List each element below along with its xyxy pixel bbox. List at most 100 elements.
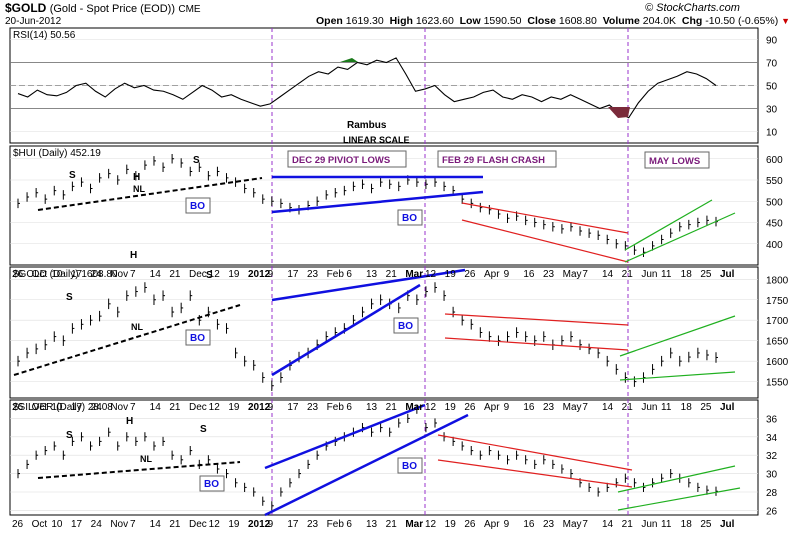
x-tick-label: 18 — [681, 402, 693, 413]
bo-label: BO — [398, 321, 413, 332]
x-tick-label: 21 — [622, 269, 634, 280]
x-tick-label: Apr — [484, 402, 500, 413]
y-tick-label: 26 — [766, 506, 778, 517]
bo-box — [199, 475, 225, 492]
x-tick-label: Dec — [189, 519, 207, 530]
x-tick-label: 23 — [307, 519, 319, 530]
x-tick-label: 16 — [523, 269, 535, 280]
x-tick-label: 9 — [504, 402, 510, 413]
chart-title: $GOLD (Gold - Spot Price (EOD)) CME — [5, 1, 201, 15]
rsi-overbought-fill — [340, 58, 358, 62]
x-tick-label: 18 — [681, 269, 693, 280]
x-tick-label: 9 — [268, 519, 274, 530]
x-tick-label: 17 — [71, 402, 83, 413]
x-tick-label: 9 — [268, 269, 274, 280]
close-value: 1608.80 — [558, 15, 597, 27]
bo-label: BO — [190, 333, 205, 344]
silver-red-bottom — [437, 459, 633, 488]
chg-value: -10.50 (-0.65%) — [705, 15, 779, 27]
x-tick-label: Dec — [189, 402, 207, 413]
x-tick-label: 14 — [150, 402, 162, 413]
y-tick-label: 90 — [766, 36, 778, 47]
h-label: H — [133, 172, 140, 183]
x-tick-label: Feb — [327, 519, 345, 530]
x-tick-label: 10 — [51, 269, 63, 280]
x-tick-label: 19 — [445, 519, 457, 530]
y-tick-label: 34 — [766, 433, 778, 444]
x-tick-label: 6 — [346, 519, 352, 530]
high-value: 1623.60 — [415, 15, 454, 27]
x-tick-label: Apr — [484, 269, 500, 280]
x-tick-label: 19 — [445, 269, 457, 280]
date-text: 20-Jun-2012 — [5, 16, 62, 27]
x-tick-label: 21 — [622, 519, 634, 530]
brand-text: © StockCharts.com — [645, 2, 740, 14]
y-tick-label: 550 — [766, 176, 783, 187]
x-tick-label: Jul — [720, 402, 735, 413]
x-tick-label: 6 — [346, 402, 352, 413]
s-label: S — [69, 170, 76, 181]
bo-callout: BO — [185, 197, 211, 214]
event-box — [644, 151, 710, 169]
x-tick-label: Nov — [110, 402, 128, 413]
y-tick-label: 1750 — [766, 296, 789, 307]
nl-label: NL — [133, 184, 145, 194]
x-tick-label: 23 — [543, 269, 555, 280]
close-label: Close — [527, 15, 556, 27]
x-tick-label: 12 — [425, 519, 437, 530]
x-tick-label: 21 — [169, 402, 181, 413]
event-box-label: FEB 29 FLASH CRASH — [442, 155, 545, 166]
x-tick-label: Feb — [327, 269, 345, 280]
x-tick-label: 7 — [582, 519, 588, 530]
y-tick-label: 600 — [766, 155, 783, 166]
bo-callout: BO — [185, 329, 211, 346]
silver-green-bottom — [617, 487, 741, 511]
x-tick-label: 12 — [425, 402, 437, 413]
y-tick-label: 400 — [766, 240, 783, 251]
x-tick-label: 17 — [287, 519, 299, 530]
y-tick-label: 70 — [766, 59, 778, 70]
chg-label: Chg — [681, 15, 703, 27]
x-tick-label: Feb — [327, 402, 345, 413]
x-tick-label: 14 — [602, 402, 614, 413]
panel-name: $HUI (Daily) 452.19 — [13, 148, 101, 159]
neckline — [37, 461, 241, 479]
gold-red-bottom — [444, 337, 629, 351]
bo-callout: BO — [393, 317, 419, 334]
x-tick-label: 2012 — [248, 519, 271, 530]
x-tick-label: Jul — [720, 519, 735, 530]
price-bars — [17, 282, 718, 391]
x-tick-label: 14 — [602, 269, 614, 280]
h-label: H — [130, 250, 137, 261]
x-tick-label: 17 — [71, 519, 83, 530]
price-bars — [17, 404, 718, 511]
y-tick-label: 10 — [766, 128, 778, 139]
x-tick-label: Mar — [405, 519, 423, 530]
hui-red-bottom — [461, 219, 629, 263]
x-tick-label: 19 — [228, 519, 240, 530]
x-tick-label: 19 — [445, 402, 457, 413]
y-tick-label: 1600 — [766, 357, 789, 368]
rsi-line — [17, 57, 717, 119]
x-tick-label: 21 — [169, 519, 181, 530]
bo-callout: BO — [397, 457, 423, 474]
x-tick-label: 7 — [130, 269, 136, 280]
y-tick-label: 1700 — [766, 316, 789, 327]
x-tick-label: 6 — [346, 269, 352, 280]
x-tick-label: 21 — [386, 269, 398, 280]
x-tick-label: Mar — [405, 402, 423, 413]
x-tick-label: 13 — [366, 269, 378, 280]
x-tick-label: 7 — [582, 269, 588, 280]
x-tick-label: 2012 — [248, 402, 271, 413]
x-tick-label: 25 — [700, 519, 712, 530]
x-tick-label: 9 — [504, 519, 510, 530]
price-bars — [17, 153, 718, 258]
x-tick-label: 26 — [12, 269, 24, 280]
h-label: H — [126, 416, 133, 427]
x-tick-label: 14 — [150, 519, 162, 530]
author-label: Rambus — [347, 120, 387, 131]
x-tick-label: 17 — [71, 269, 83, 280]
x-tick-label: 19 — [228, 269, 240, 280]
feb-29-box: FEB 29 FLASH CRASH — [437, 150, 557, 168]
x-tick-label: 23 — [307, 269, 319, 280]
